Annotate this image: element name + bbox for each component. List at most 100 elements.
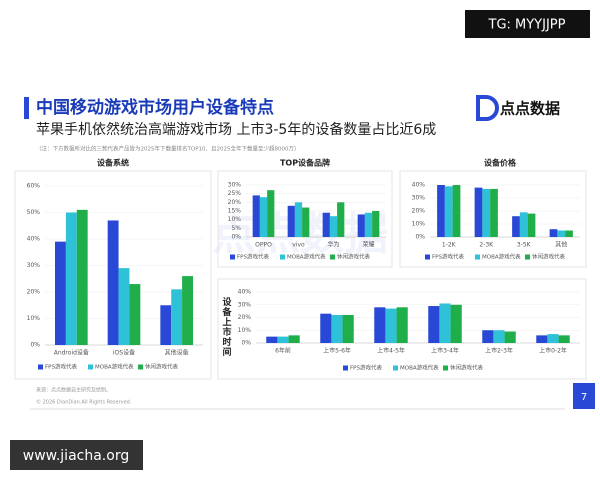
bar [160, 305, 172, 345]
legend-label: MOBA游戏代表 [95, 363, 134, 371]
x-tick-label: 1-2K [442, 242, 457, 249]
y-tick-label: 0% [30, 342, 40, 349]
bar [490, 188, 498, 237]
y-tick-label: 40% [412, 182, 426, 189]
bar [527, 213, 536, 237]
copyright: © 2026 DianDian.All Rights Reserved. [36, 399, 132, 406]
bar [504, 331, 516, 343]
note: （注：下方数据所对比的三款代表产品皆为2025年下载量排名TOP10、且2025… [36, 145, 300, 153]
bar [549, 229, 558, 237]
bar [337, 202, 345, 237]
legend-swatch [280, 254, 285, 260]
y-tick-label: 40% [238, 289, 252, 296]
bar [55, 241, 66, 345]
bar [536, 335, 548, 343]
y-tick-label: 5% [231, 225, 241, 232]
y-tick-label: 20% [238, 314, 252, 321]
bar [252, 195, 260, 237]
bar [452, 185, 461, 237]
tag-box [465, 10, 590, 38]
y-tick-label: 25% [228, 190, 242, 197]
bar [547, 334, 559, 343]
legend-label: FPS游戏代表 [45, 363, 77, 371]
bar [320, 313, 332, 343]
bar [322, 212, 330, 237]
bar [450, 304, 462, 343]
legend-swatch [230, 254, 235, 260]
bar [437, 185, 445, 237]
bar [76, 209, 88, 345]
x-tick-label: 上市2-3年 [485, 347, 513, 355]
legend-swatch [343, 365, 348, 371]
bar [474, 187, 483, 237]
legend-swatch [475, 254, 480, 260]
bar [288, 335, 300, 343]
y-tick-label: 0% [241, 340, 251, 347]
y-tick-label: 20% [228, 199, 242, 206]
legend-label: MOBA游戏代表 [482, 253, 521, 261]
y-tick-label: 50% [27, 209, 41, 216]
title-bar [24, 97, 29, 119]
x-tick-label: 6年前 [275, 347, 291, 355]
page-box [573, 383, 595, 409]
x-tick-label: 其他 [555, 241, 567, 249]
bar [266, 336, 278, 343]
bar [558, 335, 570, 343]
logo-icon [476, 95, 499, 121]
x-tick-label: vivo [292, 242, 305, 249]
panel [217, 170, 393, 268]
x-tick-label: 上市0-2年 [539, 347, 567, 355]
y-tick-label: 60% [27, 183, 41, 190]
legend-swatch [425, 254, 430, 260]
logo: 点点数据 [500, 100, 560, 118]
x-tick-label: 上市5-6年 [323, 347, 351, 355]
y-tick-label: 10% [27, 315, 41, 322]
subtitle: 苹果手机依然统治高端游戏市场 上市3-5年的设备数量占比近6成 [36, 121, 436, 138]
bar [329, 216, 338, 237]
bar [493, 330, 505, 343]
bar [182, 276, 193, 345]
y-tick-label: 30% [412, 195, 426, 202]
bar [374, 307, 386, 343]
bar [302, 207, 310, 237]
bar [118, 268, 130, 345]
y-tick-label: 0% [231, 234, 241, 241]
x-tick-label: 华为 [327, 241, 339, 249]
legend-label: MOBA游戏代表 [287, 253, 326, 261]
bar [519, 212, 528, 237]
bar [557, 230, 566, 237]
bar [107, 220, 119, 345]
bar [294, 202, 303, 237]
bar [357, 214, 365, 237]
y-tick-label: 20% [412, 208, 426, 215]
bar [259, 197, 268, 237]
panel [14, 170, 212, 380]
legend-swatch [393, 365, 398, 371]
legend-swatch [443, 365, 448, 371]
bar [482, 188, 491, 237]
chart-title: 设备上市时间 [221, 296, 233, 357]
bar [342, 314, 354, 343]
y-tick-label: 30% [238, 301, 252, 308]
tag: TG: MYYJJPP [488, 18, 566, 33]
legend-swatch [138, 364, 143, 370]
bar [287, 205, 295, 237]
y-tick-label: 30% [27, 262, 41, 269]
x-tick-label: Android设备 [54, 349, 89, 357]
bar [331, 314, 343, 343]
site-box [10, 440, 143, 470]
y-tick-label: 0% [415, 234, 425, 241]
bar [482, 330, 494, 343]
bar [444, 186, 453, 237]
bar [364, 212, 373, 237]
legend-swatch [525, 254, 530, 260]
x-tick-label: 上市4-5年 [377, 347, 405, 355]
x-tick-label: OPPO [255, 242, 272, 249]
y-tick-label: 40% [27, 236, 41, 243]
source: 来源：点点数据自主研究及绘制。 [36, 387, 111, 394]
bar [171, 289, 183, 345]
bar [385, 308, 397, 343]
x-tick-label: 荣耀 [362, 241, 374, 249]
bar [428, 306, 440, 343]
legend-label: MOBA游戏代表 [400, 364, 439, 372]
